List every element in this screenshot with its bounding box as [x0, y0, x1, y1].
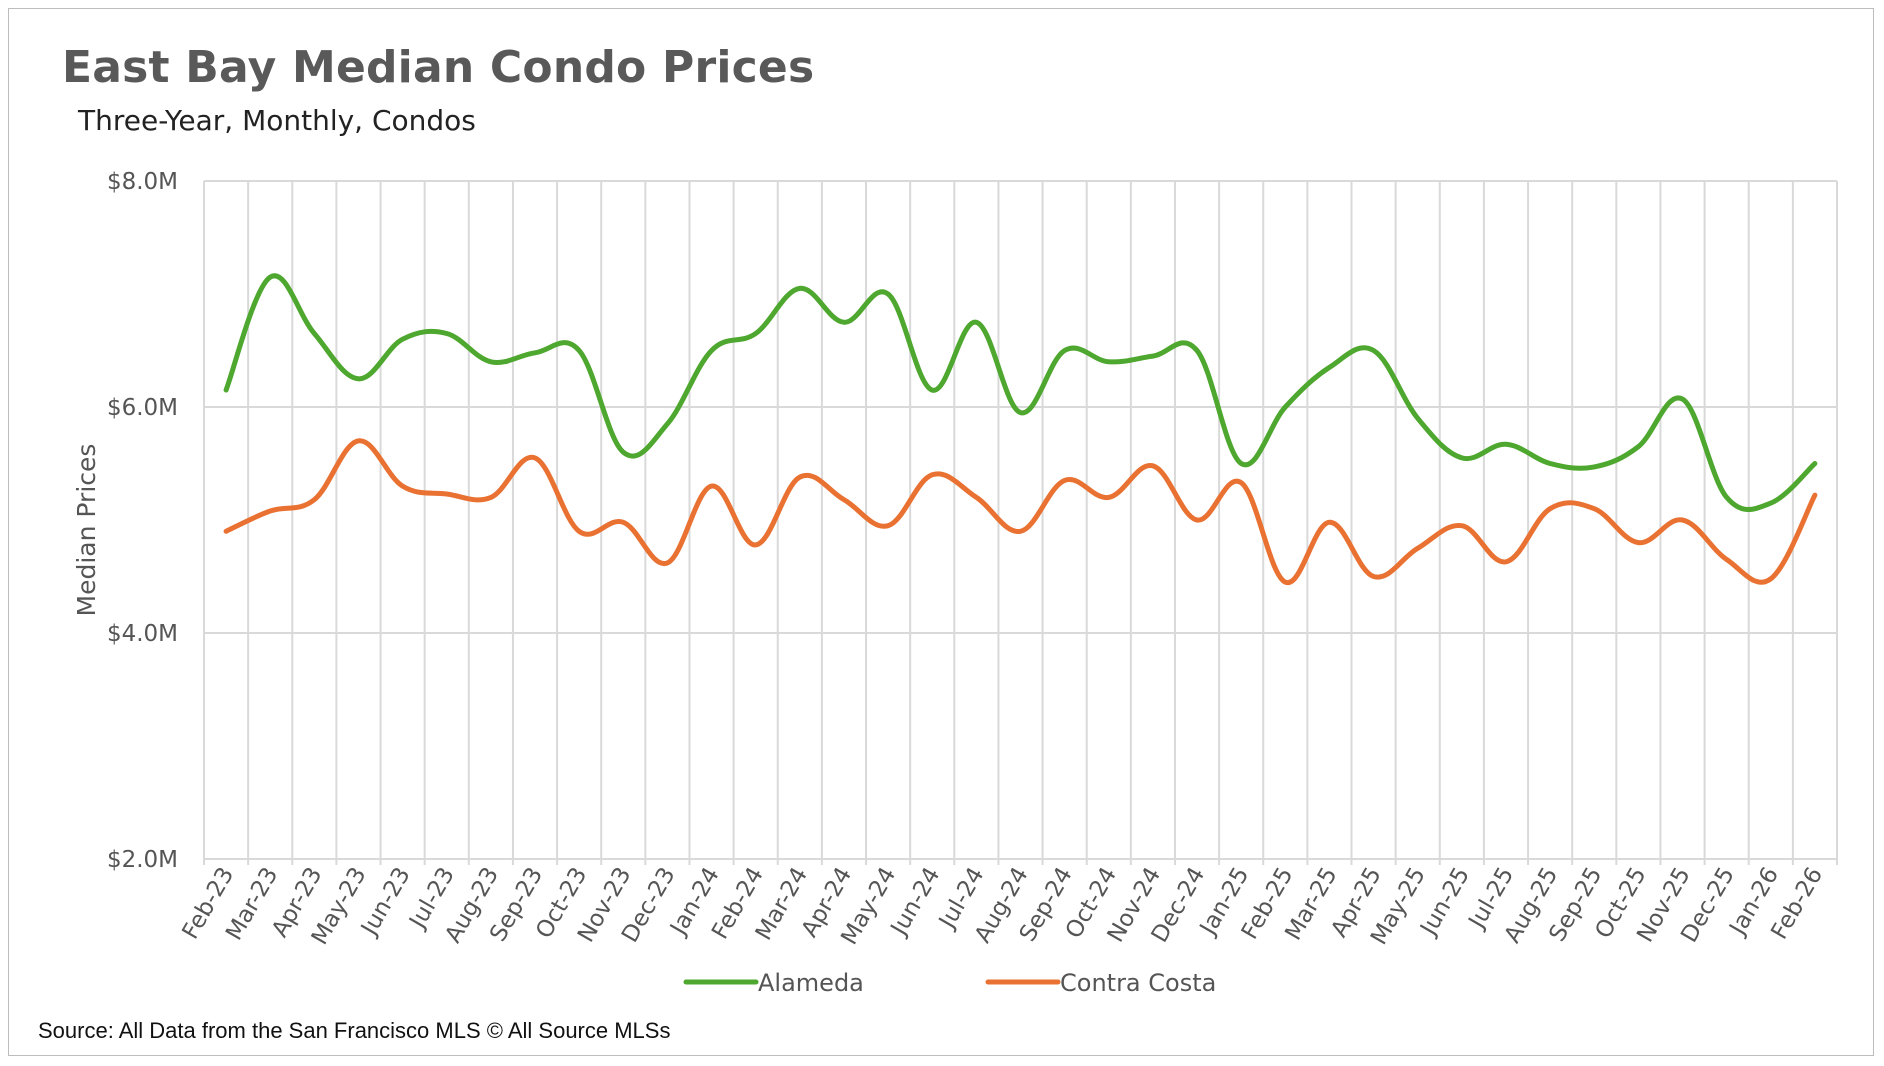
source-note: Source: All Data from the San Francisco … [38, 1018, 671, 1043]
x-axis-ticks: Feb-23Mar-23Apr-23May-23Jun-23Jul-23Aug-… [178, 863, 1829, 949]
y-axis-ticks: $2.0M $4.0M $6.0M $8.0M [107, 169, 178, 873]
legend-label: Contra Costa [1060, 969, 1216, 997]
y-tick-label: $2.0M [107, 847, 178, 873]
series-line-contra-costa [223, 438, 1818, 585]
gridlines [203, 180, 1838, 865]
y-axis-label: Median Prices [72, 444, 101, 617]
chart-frame [8, 8, 1874, 1056]
legend-label: Alameda [758, 969, 864, 997]
y-tick-label: $6.0M [107, 395, 178, 421]
y-tick-label: $4.0M [107, 621, 178, 647]
series-lines [223, 273, 1818, 585]
chart-subtitle: Three-Year, Monthly, Condos [78, 104, 476, 137]
y-tick-label: $8.0M [107, 169, 178, 195]
chart-title: East Bay Median Condo Prices [62, 42, 815, 93]
legend: Alameda Contra Costa [683, 969, 1216, 997]
series-line-alameda [223, 273, 1818, 513]
